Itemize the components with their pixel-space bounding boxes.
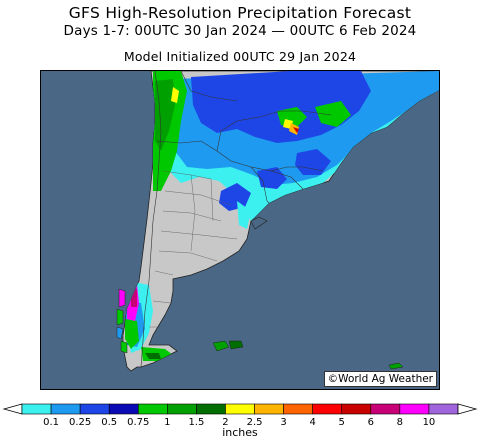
colorbar-swatch <box>341 403 372 415</box>
map-title: GFS High-Resolution Precipitation Foreca… <box>68 4 412 22</box>
colorbar-swatch <box>108 403 139 415</box>
rio-de-la-plata-estuary <box>250 216 268 230</box>
colorbar-swatch <box>167 403 197 415</box>
chile-islands <box>116 288 128 354</box>
colorbar-swatch <box>50 403 81 415</box>
colorbar-tick-label: 2 <box>222 417 228 428</box>
colorbar-swatch <box>79 403 110 415</box>
colorbar-swatch <box>428 403 459 415</box>
colorbar-tick-label: 8 <box>397 417 403 428</box>
credit-label: ©World Ag Weather <box>323 371 437 387</box>
colorbar-swatch <box>370 403 401 415</box>
colorbar-right-arrow <box>457 403 478 415</box>
colorbar-tick-label: 0.1 <box>43 417 59 428</box>
colorbar-tick-label: 10 <box>423 417 436 428</box>
colorbar-tick-label: 2.5 <box>247 417 263 428</box>
colorbar-tick-label: 6 <box>368 417 374 428</box>
country-borders <box>140 71 332 368</box>
colorbar-tick-label: 1.5 <box>188 417 204 428</box>
colorbar-swatch <box>196 403 226 415</box>
colorbar-unit-label: inches <box>222 426 258 439</box>
precip-shading <box>125 71 439 361</box>
colorbar-tick-label: 5 <box>339 417 345 428</box>
forecast-period: Days 1-7: 00UTC 30 Jan 2024 — 00UTC 6 Fe… <box>63 23 417 39</box>
map-canvas <box>116 71 439 372</box>
colorbar-swatch <box>283 403 313 415</box>
colorbar-boxes <box>2 403 478 415</box>
south-georgia-island <box>388 362 404 370</box>
province-borders <box>149 170 238 328</box>
colorbar-tick-label: 4 <box>309 417 315 428</box>
colorbar-swatch <box>399 403 430 415</box>
colorbar-swatch <box>312 403 343 415</box>
colorbar-swatch <box>137 403 168 415</box>
colorbar-tick-label: 0.75 <box>127 417 149 428</box>
colorbar-swatch <box>21 403 52 415</box>
colorbar-tick-label: 3 <box>280 417 286 428</box>
colorbar-swatch <box>254 403 284 415</box>
colorbar-tick-label: 0.25 <box>69 417 91 428</box>
colorbar-legend: 0.1 0.25 0.5 0.75 1 1.5 2 2.5 3 4 5 6 8 10 <box>2 403 478 428</box>
colorbar-ticks: 0.1 0.25 0.5 0.75 1 1.5 2 2.5 3 4 5 6 8 10 <box>43 417 435 428</box>
colorbar-tick-label: 1 <box>164 417 170 428</box>
colorbar-swatch <box>225 403 255 415</box>
model-init-time: Model Initialized 00UTC 29 Jan 2024 <box>123 49 357 64</box>
colorbar-tick-label: 0.5 <box>101 417 117 428</box>
falkland-islands <box>212 340 244 352</box>
precipitation-map: ©World Ag Weather <box>40 70 440 390</box>
colorbar-left-arrow <box>2 403 23 415</box>
